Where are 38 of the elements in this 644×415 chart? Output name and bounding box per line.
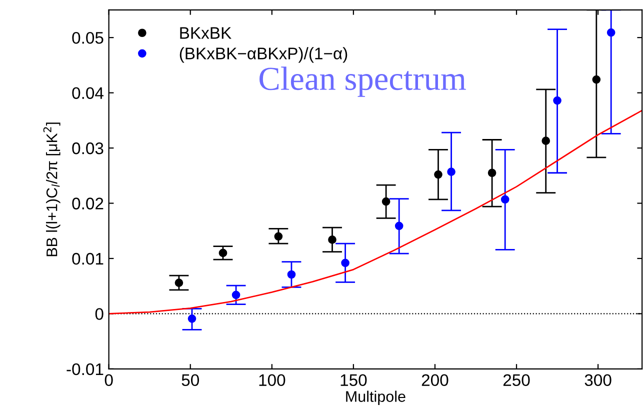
point: [488, 168, 496, 178]
y-tick-label: 0: [95, 308, 104, 320]
point: [287, 270, 296, 279]
point: [606, 28, 616, 37]
point: [382, 197, 390, 206]
x-tick-label: 200: [422, 374, 448, 386]
point: [174, 278, 184, 287]
x-tick-label: 50: [182, 374, 199, 386]
point: [553, 96, 562, 105]
point: [328, 236, 336, 244]
y-tick-label: 0.02: [72, 198, 104, 210]
point: [232, 290, 240, 300]
point: [500, 195, 510, 204]
line-series: [108, 110, 642, 314]
x-tick-label: 0: [104, 374, 113, 386]
x-axis-title: Multipole: [346, 390, 406, 405]
y-tick-label: 0.03: [72, 142, 104, 154]
y-tick-label: 0.01: [72, 252, 104, 265]
y-tick-label: 0.04: [72, 87, 104, 100]
legend-label: BKxBK: [180, 27, 232, 39]
point: [274, 232, 283, 241]
point: [341, 258, 350, 268]
point: [394, 222, 404, 230]
point: [542, 136, 550, 146]
legend-label: (BKxBK−αBKxP)/(1−α): [180, 47, 348, 63]
point: [188, 314, 196, 323]
x-tick-label: 300: [584, 374, 612, 386]
y-tick-label: 0.05: [72, 32, 104, 44]
point: [218, 248, 228, 258]
point: [592, 75, 601, 84]
y-tick-label: -0.01: [66, 363, 104, 376]
point: [434, 170, 442, 179]
x-tick-label: 100: [259, 374, 286, 386]
point: [447, 168, 456, 176]
x-tick-label: 250: [503, 374, 530, 386]
annotation: Clean spectrum: [260, 66, 466, 97]
y-axis-title: BB l(l+1)C$_{l}$/2π [μK$^{2}$]: [43, 122, 60, 256]
x-tick-label: 150: [340, 374, 367, 386]
